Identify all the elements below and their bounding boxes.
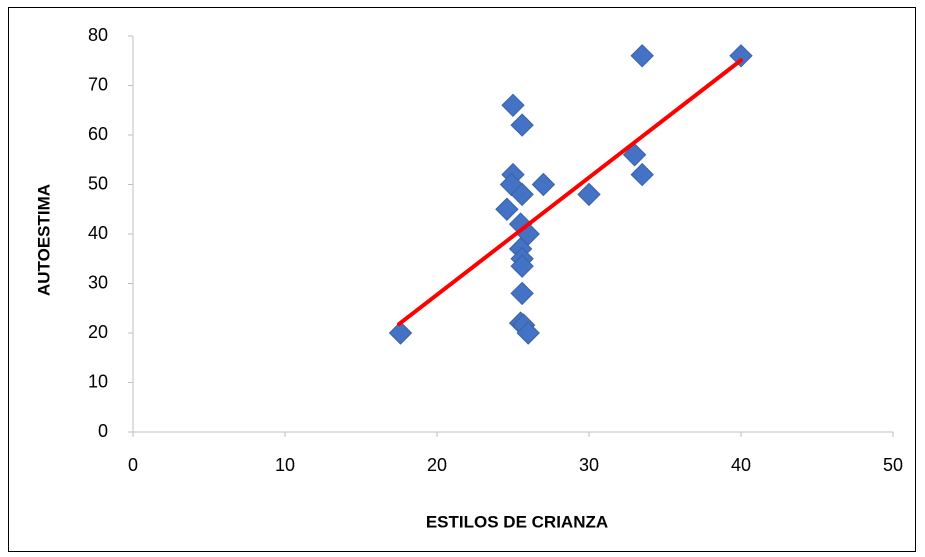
point	[501, 93, 525, 118]
point	[510, 182, 534, 207]
point	[630, 162, 654, 187]
x-tick-label: 40	[731, 455, 751, 475]
point	[630, 44, 654, 68]
point	[729, 44, 753, 68]
y-tick-label: 60	[88, 124, 108, 144]
x-tick-label: 10	[275, 455, 295, 475]
point	[510, 254, 534, 278]
y-tick-label: 50	[88, 173, 108, 193]
y-tick-label: 80	[88, 25, 108, 45]
point	[510, 281, 534, 306]
y-tick-label: 30	[88, 272, 108, 292]
chart-border	[8, 7, 916, 552]
point	[516, 321, 540, 345]
point	[510, 113, 534, 137]
point	[577, 182, 601, 207]
point	[388, 321, 413, 345]
point	[495, 197, 519, 221]
y-tick-label: 0	[98, 421, 108, 441]
point	[622, 143, 647, 167]
x-tick-label: 30	[579, 455, 599, 475]
x-tick-label: 0	[128, 455, 138, 475]
y-tick-label: 40	[88, 223, 108, 243]
x-tick-label: 20	[427, 455, 447, 475]
x-axis-title: ESTILOS DE CRIANZA	[426, 512, 608, 531]
trendline	[397, 58, 743, 327]
y-tick-label: 70	[88, 74, 108, 94]
x-tick-label: 50	[883, 455, 903, 475]
y-tick-label: 20	[88, 322, 108, 342]
y-tick-label: 10	[88, 371, 108, 391]
point	[531, 172, 556, 197]
y-axis-title: AUTOESTIMA	[34, 184, 53, 296]
